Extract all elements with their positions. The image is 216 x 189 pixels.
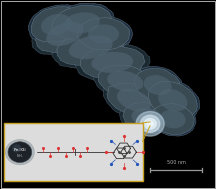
Polygon shape [91,52,133,73]
Polygon shape [64,12,100,33]
Text: NH$_2$: NH$_2$ [16,153,24,160]
Polygon shape [49,3,115,42]
Polygon shape [41,14,71,35]
Polygon shape [31,7,81,42]
Polygon shape [69,35,113,59]
Circle shape [8,142,32,163]
Polygon shape [103,80,165,120]
Polygon shape [32,13,98,55]
Circle shape [5,139,34,165]
Polygon shape [75,44,150,81]
Polygon shape [119,101,174,134]
Polygon shape [123,102,171,132]
Polygon shape [98,65,153,98]
Circle shape [140,115,160,132]
Polygon shape [75,16,132,52]
Text: Fe$_3$O$_4$: Fe$_3$O$_4$ [13,147,27,154]
Polygon shape [80,46,145,79]
Polygon shape [94,63,157,100]
Text: 500 nm: 500 nm [167,160,186,165]
Circle shape [147,121,153,126]
Polygon shape [149,101,196,136]
Polygon shape [133,66,183,104]
Polygon shape [107,83,160,117]
Polygon shape [144,75,172,95]
Polygon shape [35,15,93,53]
Polygon shape [107,71,143,92]
Circle shape [144,119,156,129]
Polygon shape [46,22,83,46]
Polygon shape [131,108,162,127]
Polygon shape [134,68,181,101]
Polygon shape [52,5,112,40]
Polygon shape [151,104,194,135]
Polygon shape [78,18,130,50]
Polygon shape [117,89,151,112]
Polygon shape [146,79,200,121]
Polygon shape [28,5,84,45]
Circle shape [12,144,21,153]
Polygon shape [57,29,124,65]
Polygon shape [160,110,186,128]
Polygon shape [52,26,130,68]
Polygon shape [88,24,119,44]
Polygon shape [158,89,187,111]
FancyBboxPatch shape [4,123,143,181]
Polygon shape [148,81,197,119]
Circle shape [136,112,164,136]
